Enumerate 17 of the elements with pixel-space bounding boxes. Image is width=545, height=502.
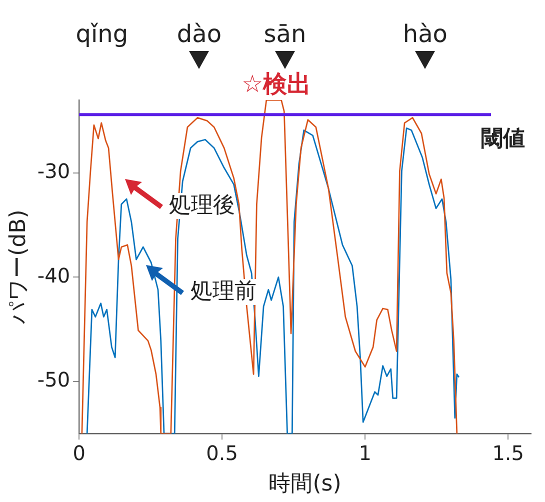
- x-tick-label: 0.5: [206, 440, 238, 465]
- y-tick-label: -50: [37, 368, 70, 392]
- text: hào: [402, 20, 448, 48]
- y-axis-title: パワー(dB): [6, 210, 31, 325]
- annotation: ☆検出: [242, 70, 312, 98]
- x-tick-label: 1.5: [492, 440, 524, 465]
- series-label: 処理後: [168, 193, 235, 220]
- x-axis-title: 時間(s): [268, 472, 342, 497]
- y-tick-label: -30: [37, 159, 70, 184]
- x-tick-label: 0: [72, 440, 86, 465]
- ref-line-label: 閾値: [481, 126, 525, 152]
- series-label: 処理前: [190, 278, 256, 305]
- y-tick-label: -40: [37, 263, 70, 288]
- x-tick-label: 1: [358, 440, 372, 465]
- text: dào: [176, 20, 222, 48]
- text: sān: [264, 20, 306, 48]
- text: qǐng: [76, 20, 128, 48]
